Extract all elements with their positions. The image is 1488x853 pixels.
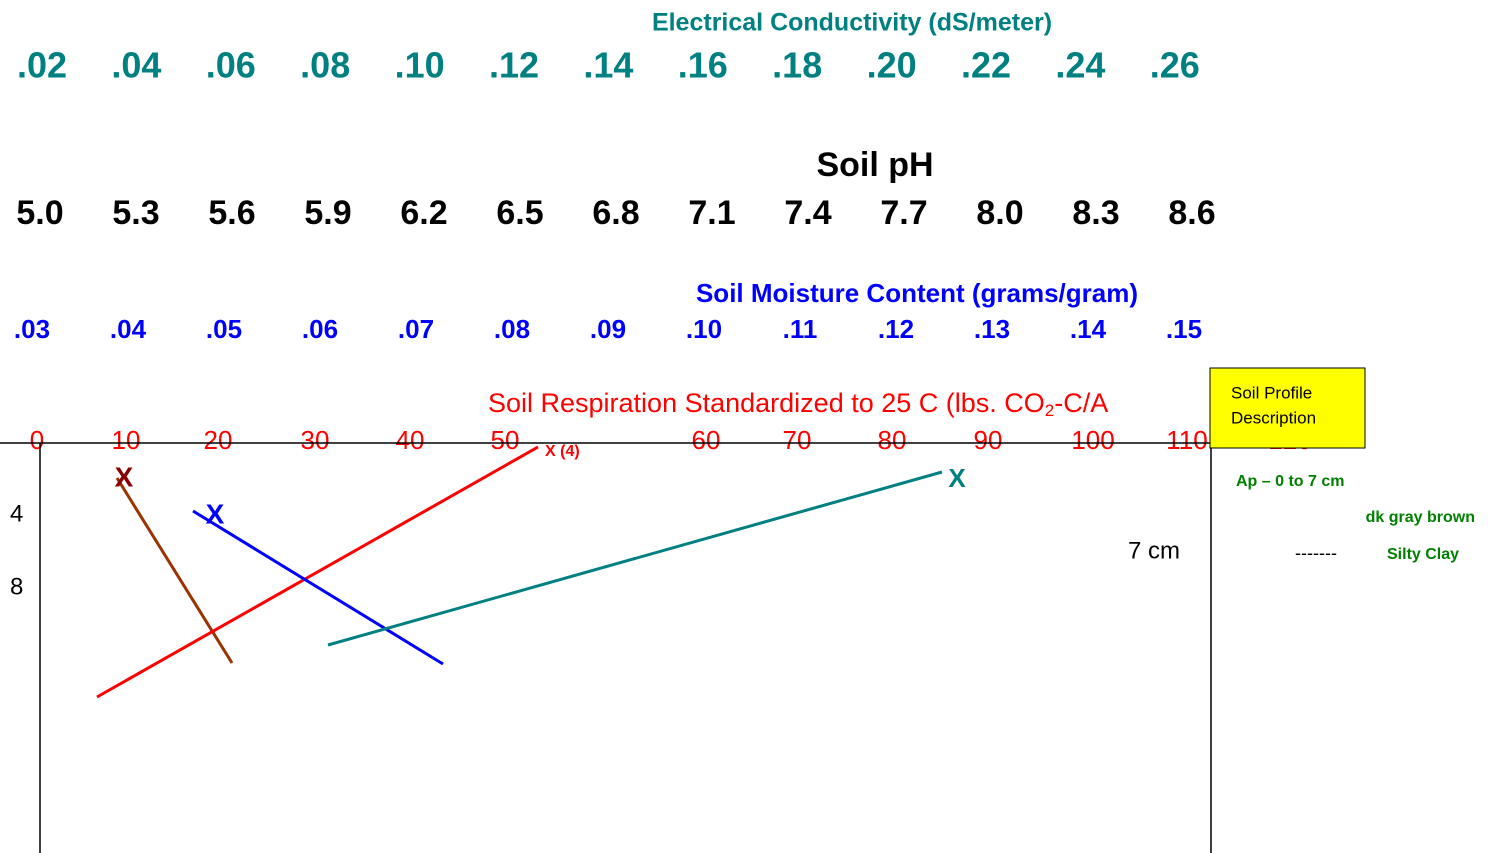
ph-tick: 5.3 xyxy=(112,194,159,232)
respiration-tick: 50 xyxy=(491,425,520,455)
ec-tick: .04 xyxy=(111,45,161,86)
respiration-tick: 10 xyxy=(112,425,141,455)
ph-tick: 6.5 xyxy=(496,194,543,232)
profile-dash: ------- xyxy=(1295,543,1337,563)
respiration-tick: 40 xyxy=(396,425,425,455)
moisture-tick: .09 xyxy=(590,314,626,344)
moisture-tick: .04 xyxy=(110,314,147,344)
moisture-tick: .10 xyxy=(686,314,722,344)
teal-line xyxy=(327,470,943,647)
ec-tick: .22 xyxy=(961,45,1011,86)
ec-tick: .24 xyxy=(1055,45,1105,86)
profile-box-text: Soil Profile xyxy=(1231,383,1312,402)
tick-rows: .02 .04 .06 .08 .10 .12 .14 .16 .18 .20 .22 .24 .26 5… xyxy=(14,45,1312,455)
profile-box-text: Description xyxy=(1231,408,1316,427)
moisture-tick: .14 xyxy=(1070,314,1107,344)
ph-tick: 5.9 xyxy=(304,194,351,232)
moisture-tick: .08 xyxy=(494,314,530,344)
depth-label: 8 xyxy=(10,573,23,600)
moisture-tick: .07 xyxy=(398,314,434,344)
respiration-tick: 20 xyxy=(204,425,233,455)
ph-tick: 8.3 xyxy=(1072,194,1119,232)
profile-color: dk gray brown xyxy=(1366,509,1475,526)
ec-tick: .02 xyxy=(17,45,67,86)
ph-tick: 8.6 xyxy=(1168,194,1215,232)
title-part: Soil Respiration Standardized to 25 C (l… xyxy=(488,388,1045,418)
blue-line xyxy=(192,509,444,666)
respiration-tick: 90 xyxy=(974,425,1003,455)
ec-tick: .08 xyxy=(300,45,350,86)
title-sub: 2 xyxy=(1045,401,1054,420)
marker: X xyxy=(206,498,225,529)
ec-title: Electrical Conductivity (dS/meter) xyxy=(652,9,1052,37)
title-part: -C/A xyxy=(1054,388,1108,418)
respiration-tick: 30 xyxy=(301,425,330,455)
depth-label: 4 xyxy=(10,500,23,527)
respiration-title: Soil Respiration Standardized to 25 C (l… xyxy=(488,388,1108,420)
horizon-depth: 7 cm xyxy=(1128,537,1180,564)
ph-tick: 6.2 xyxy=(400,194,447,232)
ph-tick: 7.7 xyxy=(880,194,927,232)
ec-tick: .18 xyxy=(772,45,822,86)
moisture-title: Soil Moisture Content (grams/gram) xyxy=(696,278,1138,308)
ec-tick: .12 xyxy=(489,45,539,86)
ec-tick: .10 xyxy=(395,45,445,86)
moisture-tick: .06 xyxy=(302,314,338,344)
moisture-tick: .05 xyxy=(206,314,242,344)
marker: X (4) xyxy=(545,443,580,460)
respiration-tick: 60 xyxy=(692,425,721,455)
moisture-tick: .03 xyxy=(14,314,50,344)
respiration-tick: 0 xyxy=(30,425,44,455)
marker: X xyxy=(948,463,966,493)
profile-horizon: Ap – 0 to 7 cm xyxy=(1236,473,1344,490)
ec-tick: .16 xyxy=(678,45,728,86)
red-line xyxy=(96,445,539,699)
ph-tick: 7.1 xyxy=(688,194,735,232)
marker: X xyxy=(115,461,134,492)
moisture-tick: .11 xyxy=(783,314,818,344)
respiration-tick: 70 xyxy=(783,425,812,455)
profile-texture: Silty Clay xyxy=(1387,546,1459,563)
ph-tick: 6.8 xyxy=(592,194,639,232)
respiration-tick: 80 xyxy=(878,425,907,455)
ph-tick: 5.6 xyxy=(208,194,255,232)
moisture-tick: .12 xyxy=(878,314,914,344)
ec-tick: .06 xyxy=(206,45,256,86)
respiration-tick: 110 xyxy=(1166,425,1207,455)
profile-box xyxy=(1209,367,1366,449)
ph-title: Soil pH xyxy=(816,146,933,184)
moisture-tick: .13 xyxy=(974,314,1010,344)
ec-tick: .26 xyxy=(1150,45,1200,86)
moisture-tick: .15 xyxy=(1166,314,1202,344)
ec-tick: .20 xyxy=(867,45,917,86)
ec-tick: .14 xyxy=(583,45,633,86)
ph-tick: 8.0 xyxy=(976,194,1023,232)
ph-tick: 7.4 xyxy=(784,194,831,232)
respiration-tick: 100 xyxy=(1071,425,1114,455)
ph-tick: 5.0 xyxy=(16,194,63,232)
